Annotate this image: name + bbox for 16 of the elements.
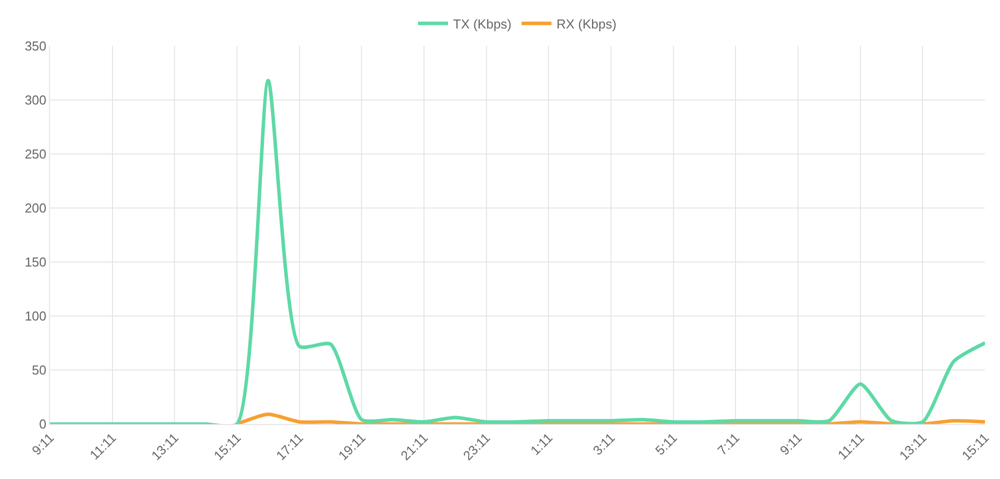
x-tick-label: 9:11 (28, 430, 57, 458)
y-tick-label: 150 (24, 254, 46, 270)
y-tick-label: 50 (32, 362, 46, 378)
y-tick-label: 0 (39, 416, 46, 432)
legend-label: RX (Kbps) (556, 16, 616, 32)
x-tick-label: 7:11 (714, 430, 742, 458)
y-tick-label: 100 (24, 308, 46, 324)
x-tick-label: 3:11 (590, 430, 618, 458)
y-tick-label: 300 (24, 92, 46, 108)
y-tick-label: 350 (24, 38, 46, 54)
x-tick-label: 9:11 (776, 430, 805, 458)
y-tick-label: 250 (24, 146, 46, 162)
legend-label: TX (Kbps) (453, 16, 512, 32)
x-tick-label: 1:11 (528, 430, 556, 458)
y-tick-label: 200 (24, 200, 46, 216)
x-tick-label: 5:11 (652, 430, 680, 458)
